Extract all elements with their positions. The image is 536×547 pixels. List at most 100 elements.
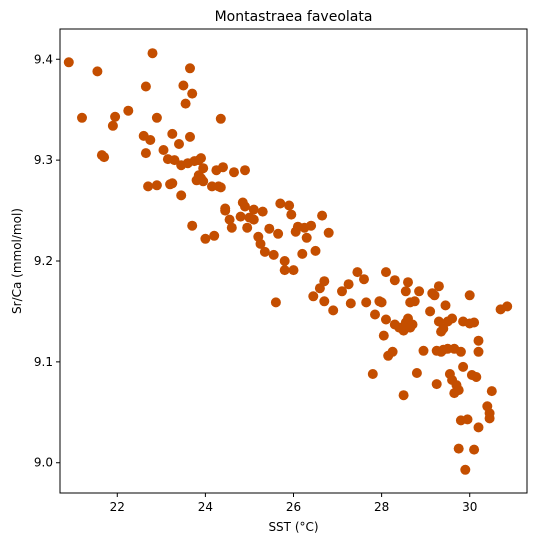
y-tick-label: 9.0 <box>34 456 53 470</box>
scatter-point <box>453 443 464 454</box>
scatter-point <box>455 346 466 357</box>
scatter-point <box>275 198 286 209</box>
scatter-point <box>110 111 121 122</box>
scatter-point <box>319 296 330 307</box>
scatter-point <box>248 204 259 215</box>
scatter-point <box>453 385 464 396</box>
scatter-point <box>486 386 497 397</box>
scatter-point <box>473 346 484 357</box>
scatter-point <box>345 298 356 309</box>
scatter-point <box>352 267 363 278</box>
scatter-point <box>471 372 482 382</box>
scatter-point <box>229 167 239 178</box>
scatter-point <box>257 206 268 217</box>
scatter-point <box>389 275 400 286</box>
scatter-point <box>224 214 235 225</box>
scatter-point <box>310 245 321 256</box>
scatter-point <box>376 297 387 308</box>
scatter-point <box>343 279 354 290</box>
scatter-point <box>196 153 206 164</box>
scatter-point <box>460 464 471 475</box>
scatter-point <box>398 390 409 401</box>
scatter-point <box>403 277 413 288</box>
scatter-point <box>187 88 198 99</box>
ticks-layer: 22 24 26 28 30 9.0 9.1 9.2 9.3 9.4 <box>34 52 477 514</box>
scatter-point <box>151 112 162 123</box>
scatter-point <box>240 165 250 176</box>
scatter-point <box>319 276 330 287</box>
scatter-point <box>400 286 411 297</box>
scatter-point <box>215 113 226 124</box>
scatter-point <box>387 346 398 357</box>
scatter-point <box>288 265 299 276</box>
scatter-point <box>425 306 436 317</box>
scatter-point <box>306 220 317 231</box>
scatter-point <box>317 210 328 221</box>
scatter-point <box>279 256 290 266</box>
y-axis-label: Sr/Ca (mmol/mol) <box>10 208 24 314</box>
scatter-point <box>240 201 250 212</box>
scatter-point <box>458 361 469 372</box>
points-layer <box>63 48 513 475</box>
scatter-point <box>409 296 420 307</box>
x-tick-label: 30 <box>462 500 477 514</box>
scatter-point <box>429 290 440 301</box>
scatter-point <box>414 286 425 297</box>
scatter-point <box>469 444 480 455</box>
scatter-point <box>63 57 74 68</box>
scatter-point <box>158 145 169 155</box>
scatter-point <box>140 148 151 159</box>
scatter-point <box>198 176 209 187</box>
scatter-point <box>279 265 290 276</box>
scatter-point <box>147 48 158 59</box>
scatter-point <box>220 205 231 216</box>
scatter-point <box>328 305 339 316</box>
scatter-point <box>187 220 198 231</box>
scatter-point <box>145 135 156 145</box>
scatter-point <box>359 274 369 285</box>
scatter-point <box>370 309 380 320</box>
scatter-point <box>140 81 151 92</box>
scatter-point <box>462 414 473 425</box>
scatter-point <box>469 317 480 328</box>
scatter-point <box>123 105 134 116</box>
scatter-point <box>185 63 195 74</box>
x-tick-label: 24 <box>198 500 213 514</box>
x-axis-label: SST (°C) <box>268 520 318 534</box>
scatter-point <box>107 120 118 131</box>
scatter-point <box>502 301 513 312</box>
scatter-point <box>151 180 162 191</box>
chart-title: Montastraea faveolata <box>215 9 373 25</box>
y-tick-label: 9.2 <box>34 254 53 268</box>
scatter-point <box>178 80 189 91</box>
scatter-point <box>174 139 184 149</box>
scatter-point <box>440 300 451 311</box>
y-tick-label: 9.1 <box>34 355 53 369</box>
scatter-point <box>337 286 347 297</box>
scatter-point <box>248 214 259 225</box>
y-tick-label: 9.3 <box>34 153 53 167</box>
scatter-point <box>143 181 154 192</box>
scatter-point <box>378 330 389 341</box>
scatter-point <box>297 248 308 259</box>
scatter-point <box>407 319 418 330</box>
scatter-point <box>255 238 266 249</box>
scatter-point <box>473 422 484 433</box>
scatter-point <box>259 246 270 257</box>
scatter-point <box>226 222 237 233</box>
scatter-point <box>200 233 211 244</box>
scatter-point <box>431 379 442 390</box>
scatter-point <box>77 112 87 123</box>
scatter-point <box>198 163 209 174</box>
scatter-point <box>381 314 391 325</box>
scatter-point <box>185 131 195 142</box>
scatter-point <box>167 178 178 189</box>
scatter-point <box>273 228 284 239</box>
scatter-point <box>92 66 103 77</box>
scatter-point <box>176 190 187 201</box>
scatter-point <box>308 291 319 302</box>
scatter-point <box>433 281 444 292</box>
scatter-point <box>264 223 275 234</box>
